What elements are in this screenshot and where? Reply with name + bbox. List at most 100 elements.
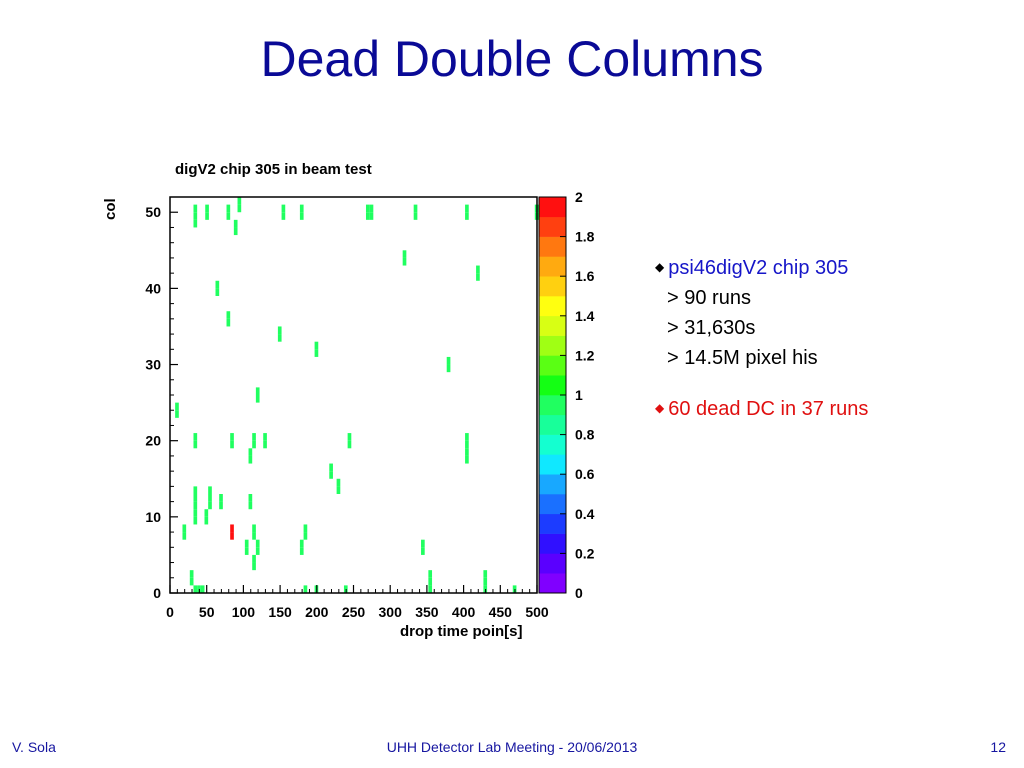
x-tick-label: 450: [489, 604, 513, 620]
heatmap-cell: [402, 257, 407, 266]
color-scale-swatch: [539, 573, 566, 594]
heatmap-cell: [252, 562, 256, 571]
heatmap-cell: [248, 501, 253, 510]
heatmap-cell: [303, 532, 308, 540]
color-scale-swatch: [539, 236, 566, 257]
heatmap-cell: [446, 356, 451, 365]
diamond-bullet-icon: ◆: [655, 401, 665, 415]
x-axis-label: drop time poin[s]: [400, 623, 523, 640]
heatmap-cell: [204, 516, 209, 525]
color-scale-swatch: [539, 335, 566, 356]
heatmap-cell: [255, 547, 260, 555]
heatmap-cell: [230, 433, 234, 441]
heatmap-cell: [248, 494, 253, 502]
bullet-dead-dc-text: 60 dead DC in 37 runs: [668, 398, 869, 420]
heatmap-cell: [205, 212, 209, 220]
heatmap-cell: [182, 524, 187, 533]
heatmap-cell: [248, 448, 253, 456]
heatmap-cell: [369, 212, 374, 220]
heatmap-cell: [205, 204, 209, 213]
heatmap-cell: [421, 547, 425, 555]
heatmap-cell: [255, 395, 260, 403]
heatmap-cell: [237, 197, 242, 205]
x-tick-label: 350: [415, 604, 439, 620]
heatmap-cell: [219, 501, 223, 510]
heatmap-cell: [277, 326, 282, 335]
z-tick-label: 0.4: [575, 506, 595, 522]
color-scale-swatch: [539, 296, 566, 317]
heatmap-cell: [299, 547, 304, 555]
heatmap-cell: [237, 204, 242, 213]
heatmap-cell: [314, 341, 319, 350]
bullet-list: ◆ psi46digV2 chip 305 > 90 runs > 31,630s…: [655, 252, 1015, 424]
heatmap-cell: [428, 577, 433, 586]
x-tick-label: 500: [525, 604, 549, 620]
heatmap-cell: [248, 455, 253, 464]
heatmap-cell: [230, 440, 234, 449]
color-scale-swatch: [539, 355, 566, 376]
x-tick-label: 250: [342, 604, 366, 620]
heatmap-cell: [208, 486, 212, 494]
heatmap-cells: [175, 197, 539, 593]
heatmap-cell: [193, 501, 198, 510]
heatmap-cell: [230, 532, 234, 540]
heatmap-cell: [200, 585, 205, 593]
heatmap-cell: [483, 570, 488, 578]
heatmap-cell: [226, 318, 231, 327]
heatmap-cell: [347, 433, 352, 441]
heatmap-cell: [336, 486, 341, 494]
color-scale-swatch: [539, 276, 566, 297]
z-tick-label: 1.2: [575, 347, 595, 363]
heatmap-cell: [369, 204, 374, 213]
chart-title: digV2 chip 305 in beam test: [175, 161, 372, 178]
heatmap-cell: [233, 219, 238, 228]
heatmap-cell: [428, 585, 433, 593]
heatmap-cell: [182, 532, 187, 540]
heatmap-cell: [402, 250, 407, 258]
heatmap-cell: [189, 570, 194, 578]
x-tick-label: 50: [199, 604, 215, 620]
heatmap-cell: [219, 494, 223, 502]
heatmap-cell: [263, 440, 267, 449]
color-scale-swatch: [539, 256, 566, 277]
heatmap-cell: [347, 440, 352, 449]
sub-bullet-runs: > 90 runs: [667, 287, 751, 309]
color-scale-swatch: [539, 533, 566, 554]
heatmap-cell: [252, 532, 256, 540]
heatmap-cell: [446, 364, 451, 373]
heatmap-cell: [175, 402, 179, 411]
heatmap-cell: [193, 433, 198, 441]
heatmap-cell: [299, 539, 304, 548]
heatmap-cell: [483, 577, 488, 586]
color-scale-bar: 0 0.2 0.4 0.6 0.8 1 1.2 1.4 1.6 1.8 2: [538, 189, 595, 601]
heatmap-cell: [365, 212, 370, 220]
z-tick-label: 1.8: [575, 229, 595, 245]
heatmap-cell: [329, 471, 333, 479]
z-tick-label: 0.2: [575, 545, 595, 561]
plot-frame: [169, 196, 538, 594]
heatmap-cell: [465, 204, 469, 213]
heatmap-cell: [476, 265, 480, 274]
heatmap-cell: [299, 212, 304, 220]
x-tick-label: 300: [379, 604, 403, 620]
heatmap-cell: [193, 509, 198, 517]
heatmap-cell: [226, 311, 231, 319]
heatmap-cell: [329, 463, 333, 472]
heatmap-cell: [215, 288, 220, 296]
footer-author: V. Sola: [12, 739, 56, 755]
color-scale-swatch: [539, 513, 566, 534]
z-tick-label: 0: [575, 585, 583, 601]
z-tick-label: 1.4: [575, 308, 595, 324]
heatmap-cell: [413, 212, 418, 220]
heatmap-cell: [465, 212, 469, 220]
heatmap-cell: [193, 516, 198, 525]
color-scale-swatch: [539, 494, 566, 515]
heatmap-cell: [233, 227, 238, 236]
heatmap-cell: [175, 410, 179, 418]
bullet-chip: ◆ psi46digV2 chip 305: [655, 252, 1015, 283]
color-scale-swatch: [539, 434, 566, 455]
footer-meeting: UHH Detector Lab Meeting - 20/06/2013: [386, 739, 638, 755]
heatmap-cell: [465, 433, 469, 441]
heatmap-cell: [428, 570, 433, 578]
color-scale-swatch: [539, 414, 566, 435]
